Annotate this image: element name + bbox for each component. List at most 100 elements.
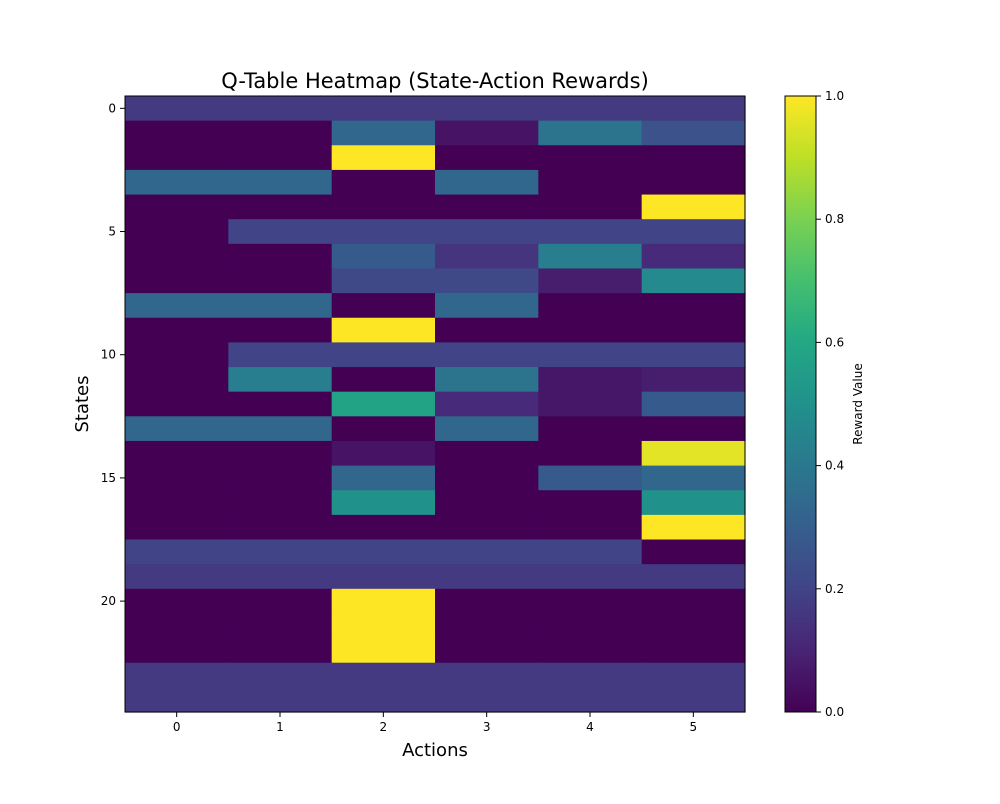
y-axis-label: States: [72, 375, 93, 432]
heatmap-cell: [641, 145, 746, 171]
heatmap-cell: [228, 564, 333, 590]
heatmap-cell: [331, 194, 436, 220]
colorbar-label: Reward Value: [851, 363, 865, 444]
heatmap-cell: [331, 120, 436, 146]
heatmap-cell: [331, 465, 436, 491]
heatmap-cell: [641, 243, 746, 270]
heatmap-cell: [641, 662, 746, 688]
y-tick-label: 15: [101, 471, 116, 485]
y-tick-label: 5: [108, 225, 116, 239]
heatmap-cell: [538, 662, 643, 688]
heatmap-cell: [228, 391, 333, 417]
heatmap-cell: [331, 293, 436, 319]
heatmap-cell: [125, 219, 229, 245]
heatmap-cell: [641, 169, 746, 196]
heatmap-cell: [435, 367, 539, 393]
heatmap-cell: [538, 268, 643, 294]
heatmap-cell: [125, 662, 229, 688]
heatmap-cell: [125, 539, 229, 565]
heatmap-cell: [125, 638, 229, 664]
heatmap-cell: [641, 96, 746, 122]
colorbar-tick-label: 0.6: [825, 335, 844, 349]
heatmap-cell: [125, 96, 229, 122]
x-tick-label: 3: [483, 720, 491, 734]
heatmap-cell: [435, 145, 539, 171]
x-tick-label: 0: [173, 720, 181, 734]
heatmap-cell: [125, 293, 229, 319]
heatmap-cell: [435, 293, 539, 319]
plot-frame: [124, 95, 746, 713]
heatmap-cell: [435, 539, 539, 565]
heatmap-cell: [125, 243, 229, 270]
heatmap-cell: [125, 687, 229, 713]
heatmap-cell: [125, 440, 229, 467]
heatmap-cell: [228, 342, 333, 368]
heatmap-cell: [538, 96, 643, 122]
heatmap-cell: [435, 391, 539, 417]
heatmap-cell: [641, 416, 746, 442]
heatmap-cell: [538, 317, 643, 343]
heatmap-cell: [331, 367, 436, 393]
heatmap-cell: [331, 564, 436, 590]
heatmap-cell: [331, 588, 436, 615]
heatmap-cell: [331, 243, 436, 270]
x-tick-label: 5: [690, 720, 698, 734]
heatmap-cell: [435, 564, 539, 590]
heatmap-cell: [228, 367, 333, 393]
heatmap-cell: [435, 243, 539, 270]
colorbar-frame: [784, 95, 817, 713]
heatmap-cell: [435, 194, 539, 220]
heatmap-cell: [641, 687, 746, 713]
heatmap-cell: [125, 564, 229, 590]
heatmap-cell: [641, 367, 746, 393]
heatmap-cell: [435, 317, 539, 343]
y-tick-label: 10: [101, 348, 116, 362]
colorbar-ticks: 0.0 0.2 0.4 0.6 0.8 1.0: [816, 89, 844, 719]
heatmap-cell: [435, 490, 539, 516]
heatmap-cell: [641, 391, 746, 417]
heatmap-cell: [435, 662, 539, 688]
heatmap-cell: [435, 169, 539, 196]
heatmap-cell: [435, 440, 539, 467]
heatmap-cell: [331, 613, 436, 639]
heatmap-cell: [125, 613, 229, 639]
colorbar: [785, 96, 816, 712]
heatmap-cell: [331, 268, 436, 294]
heatmap-cell: [125, 416, 229, 442]
heatmap-cell: [538, 219, 643, 245]
colorbar-tick-label: 0.0: [825, 705, 844, 719]
colorbar-tick-label: 0.2: [825, 582, 844, 596]
heatmap-cell: [228, 243, 333, 270]
heatmap-cell: [125, 465, 229, 491]
heatmap-cell: [228, 416, 333, 442]
heatmap-cell: [331, 416, 436, 442]
heatmap-cell: [228, 96, 333, 122]
x-axis-ticks: 0 1 2 3 4 5: [173, 712, 697, 734]
heatmap-cell: [125, 317, 229, 343]
heatmap-cell: [538, 588, 643, 615]
heatmap-cell: [228, 613, 333, 639]
heatmap-cell: [641, 219, 746, 245]
heatmap-cell: [228, 145, 333, 171]
heatmap-cell: [435, 342, 539, 368]
heatmap-cell: [331, 662, 436, 688]
heatmap-cell: [331, 317, 436, 343]
heatmap-cell: [435, 514, 539, 541]
x-tick-label: 2: [380, 720, 388, 734]
chart-title: Q-Table Heatmap (State-Action Rewards): [221, 69, 649, 93]
heatmap-cell: [331, 96, 436, 122]
heatmap-cell: [435, 638, 539, 664]
heatmap-cell: [228, 465, 333, 491]
heatmap-cell: [331, 145, 436, 171]
heatmap-cell: [228, 317, 333, 343]
heatmap-cell: [538, 342, 643, 368]
heatmap-cell: [641, 317, 746, 343]
x-tick-label: 4: [586, 720, 594, 734]
heatmap-cell: [435, 120, 539, 146]
heatmap-cell: [641, 440, 746, 467]
heatmap-cell: [125, 120, 229, 146]
heatmap-cell: [125, 588, 229, 615]
heatmap-cell: [331, 687, 436, 713]
